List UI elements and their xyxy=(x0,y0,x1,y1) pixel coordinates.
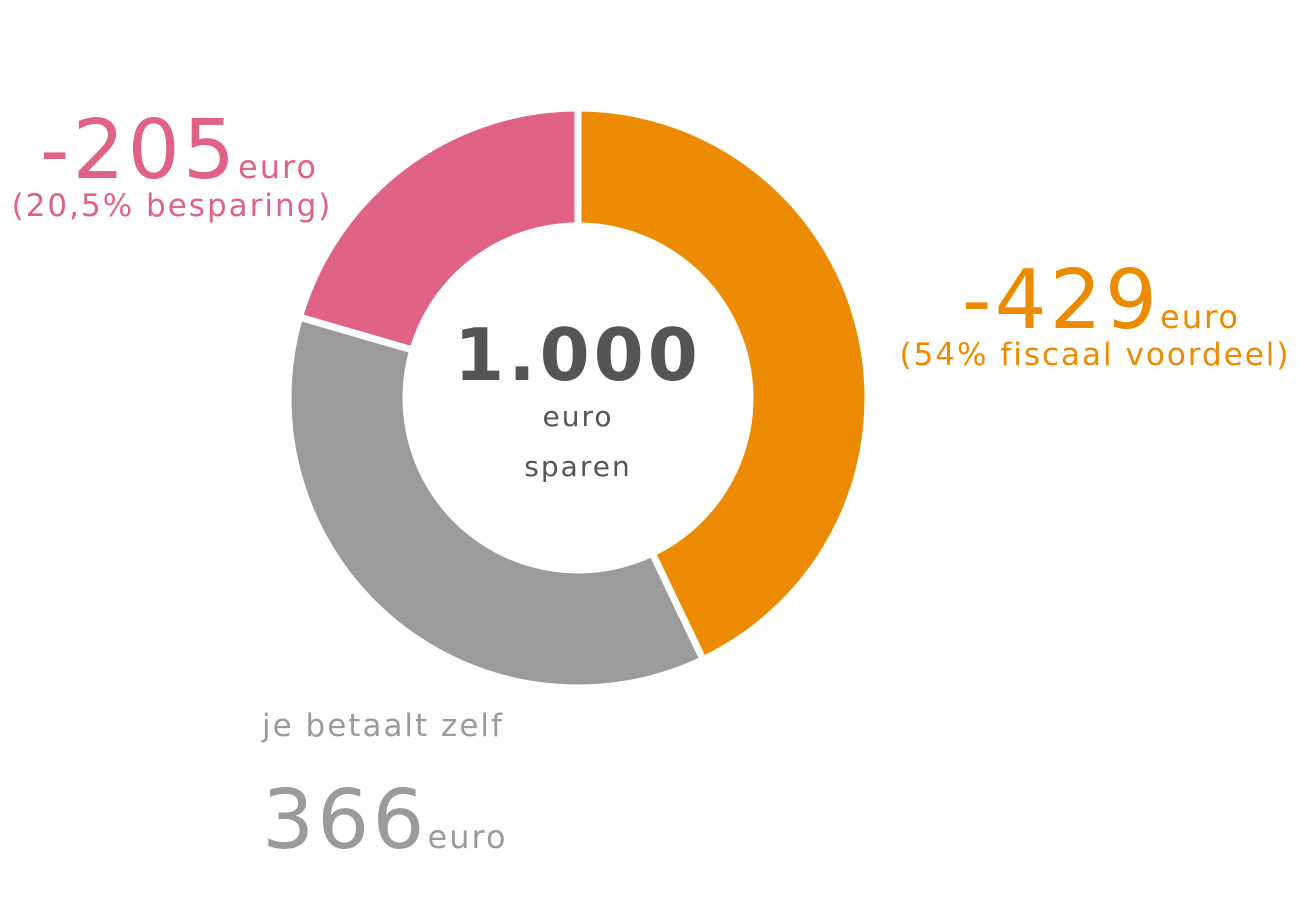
donut-segment xyxy=(295,104,582,355)
center-total: 1.000 xyxy=(454,313,702,397)
value-label: -205euro xyxy=(40,103,318,198)
center-note: sparen xyxy=(524,450,631,483)
value-label: 366euro xyxy=(262,773,508,868)
donut-segment xyxy=(574,104,872,665)
value-unit: euro xyxy=(238,148,318,186)
value-unit: euro xyxy=(428,818,508,856)
value-number: -205 xyxy=(40,103,238,198)
category-label: (54% fiscaal voordeel) xyxy=(899,337,1290,373)
category-label: (20,5% besparing) xyxy=(12,188,333,224)
value-label: -429euro xyxy=(962,253,1240,348)
value-number: 366 xyxy=(262,773,428,868)
donut-segment xyxy=(284,312,708,692)
category-label: je betaalt zelf xyxy=(261,708,504,744)
value-unit: euro xyxy=(1160,298,1240,336)
value-number: -429 xyxy=(962,253,1160,348)
center-unit: euro xyxy=(543,400,614,433)
